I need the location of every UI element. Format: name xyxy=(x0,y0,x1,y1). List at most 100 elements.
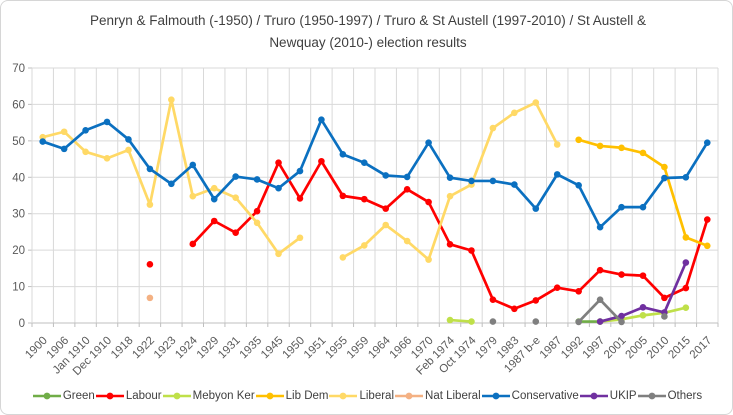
legend-label-ukip: UKIP xyxy=(609,390,637,402)
legend-label-lib-dem: Lib Dem xyxy=(285,390,329,402)
series-liberal xyxy=(39,96,561,263)
x-axis-label: 1964 xyxy=(366,334,393,361)
data-point-mebyon-ker xyxy=(468,318,475,325)
data-point-liberal xyxy=(125,146,132,154)
x-axis-label: 1966 xyxy=(388,335,415,362)
data-point-labour xyxy=(639,272,647,279)
y-axis-label: 0 xyxy=(19,318,25,330)
legend-marker-ukip xyxy=(579,392,608,400)
data-point-labour xyxy=(425,198,432,206)
legend-label-conservative: Conservative xyxy=(511,390,579,402)
data-point-others xyxy=(575,318,582,326)
data-point-labour xyxy=(360,195,368,203)
legend-item-nat-liberal: Nat Liberal xyxy=(395,390,481,402)
data-point-lib-dem xyxy=(596,142,604,150)
y-axis-label: 60 xyxy=(12,99,25,111)
data-point-conservative xyxy=(168,180,175,188)
series-others xyxy=(489,296,668,326)
y-axis-label: 10 xyxy=(12,282,25,294)
data-point-lib-dem xyxy=(661,163,668,171)
data-point-lib-dem xyxy=(703,242,711,250)
legend-marker-others xyxy=(637,392,666,400)
chart-legend: Green Labour Mebyon Ker Lib Dem Liberal Nat L… xyxy=(1,390,732,402)
gridlines xyxy=(28,67,719,327)
data-point-liberal xyxy=(189,192,197,200)
data-point-labour xyxy=(682,284,690,292)
x-axis-label: 2015 xyxy=(666,335,693,362)
series-conservative xyxy=(39,116,711,231)
x-axis-label: 1950 xyxy=(281,335,308,362)
data-point-ukip xyxy=(639,304,647,311)
x-axis-label: 1935 xyxy=(238,335,265,362)
x-axis-label: 1992 xyxy=(559,335,586,362)
data-point-labour xyxy=(232,229,239,236)
series-nat-liberal xyxy=(146,294,154,302)
data-point-labour xyxy=(275,159,282,167)
legend-marker-nat-liberal xyxy=(395,392,424,400)
data-point-liberal xyxy=(210,184,218,192)
x-axis-label: 2001 xyxy=(602,335,629,362)
data-point-labour xyxy=(511,305,518,313)
data-point-labour xyxy=(146,261,154,268)
data-point-conservative xyxy=(553,171,561,178)
data-point-labour xyxy=(575,288,582,295)
legend-label-labour: Labour xyxy=(125,390,162,402)
x-axis-label: 1979 xyxy=(473,335,500,362)
data-point-liberal xyxy=(168,96,175,103)
x-axis-label: 1955 xyxy=(323,335,350,362)
data-point-liberal xyxy=(253,219,261,227)
data-point-conservative xyxy=(189,161,197,169)
data-point-conservative xyxy=(403,173,411,181)
data-point-ukip xyxy=(596,318,604,325)
data-point-labour xyxy=(489,296,497,303)
data-point-labour xyxy=(532,297,540,304)
legend-item-liberal: Liberal xyxy=(329,390,394,402)
data-point-conservative xyxy=(360,159,368,167)
series-line-conservative xyxy=(41,118,709,229)
data-point-conservative xyxy=(275,184,282,192)
data-point-liberal xyxy=(489,124,497,132)
data-point-labour xyxy=(403,186,411,193)
data-point-conservative xyxy=(489,177,497,185)
data-point-labour xyxy=(468,247,475,254)
data-point-labour xyxy=(189,240,197,248)
legend-item-conservative: Conservative xyxy=(481,390,579,402)
data-point-labour xyxy=(339,192,347,200)
data-point-liberal xyxy=(339,254,347,261)
data-point-liberal xyxy=(511,109,518,117)
series-lib-dem xyxy=(575,136,711,250)
data-point-mebyon-ker xyxy=(446,316,454,324)
legend-label-liberal: Liberal xyxy=(359,390,395,402)
data-point-conservative xyxy=(468,177,475,185)
legend-item-mebyon-ker: Mebyon Ker xyxy=(162,390,255,402)
data-point-conservative xyxy=(210,195,218,203)
x-axis-label: 1931 xyxy=(216,335,243,362)
x-axis-label: 1951 xyxy=(302,335,329,362)
data-point-liberal xyxy=(446,192,454,200)
data-point-liberal xyxy=(382,221,390,229)
data-point-conservative xyxy=(661,174,668,182)
series-line-liberal xyxy=(41,98,302,256)
x-axis-label: 2010 xyxy=(645,335,672,362)
data-point-lib-dem xyxy=(639,149,647,157)
data-point-labour xyxy=(703,216,711,223)
x-axis-label: 1923 xyxy=(152,335,179,362)
data-point-liberal xyxy=(103,155,111,162)
y-axis-label: 20 xyxy=(12,245,25,257)
x-axis-label: 1945 xyxy=(259,335,286,362)
x-axis-label: 1900 xyxy=(23,335,50,362)
data-point-labour xyxy=(446,241,454,248)
data-point-conservative xyxy=(232,173,239,180)
data-point-conservative xyxy=(125,136,132,143)
legend-marker-liberal xyxy=(329,392,358,400)
data-point-others xyxy=(661,313,668,320)
data-point-conservative xyxy=(296,167,304,175)
data-point-liberal xyxy=(425,256,432,263)
data-point-labour xyxy=(382,205,390,212)
data-point-labour xyxy=(618,271,625,278)
data-point-conservative xyxy=(82,126,89,134)
data-point-conservative xyxy=(39,138,47,145)
data-point-conservative xyxy=(60,145,68,153)
